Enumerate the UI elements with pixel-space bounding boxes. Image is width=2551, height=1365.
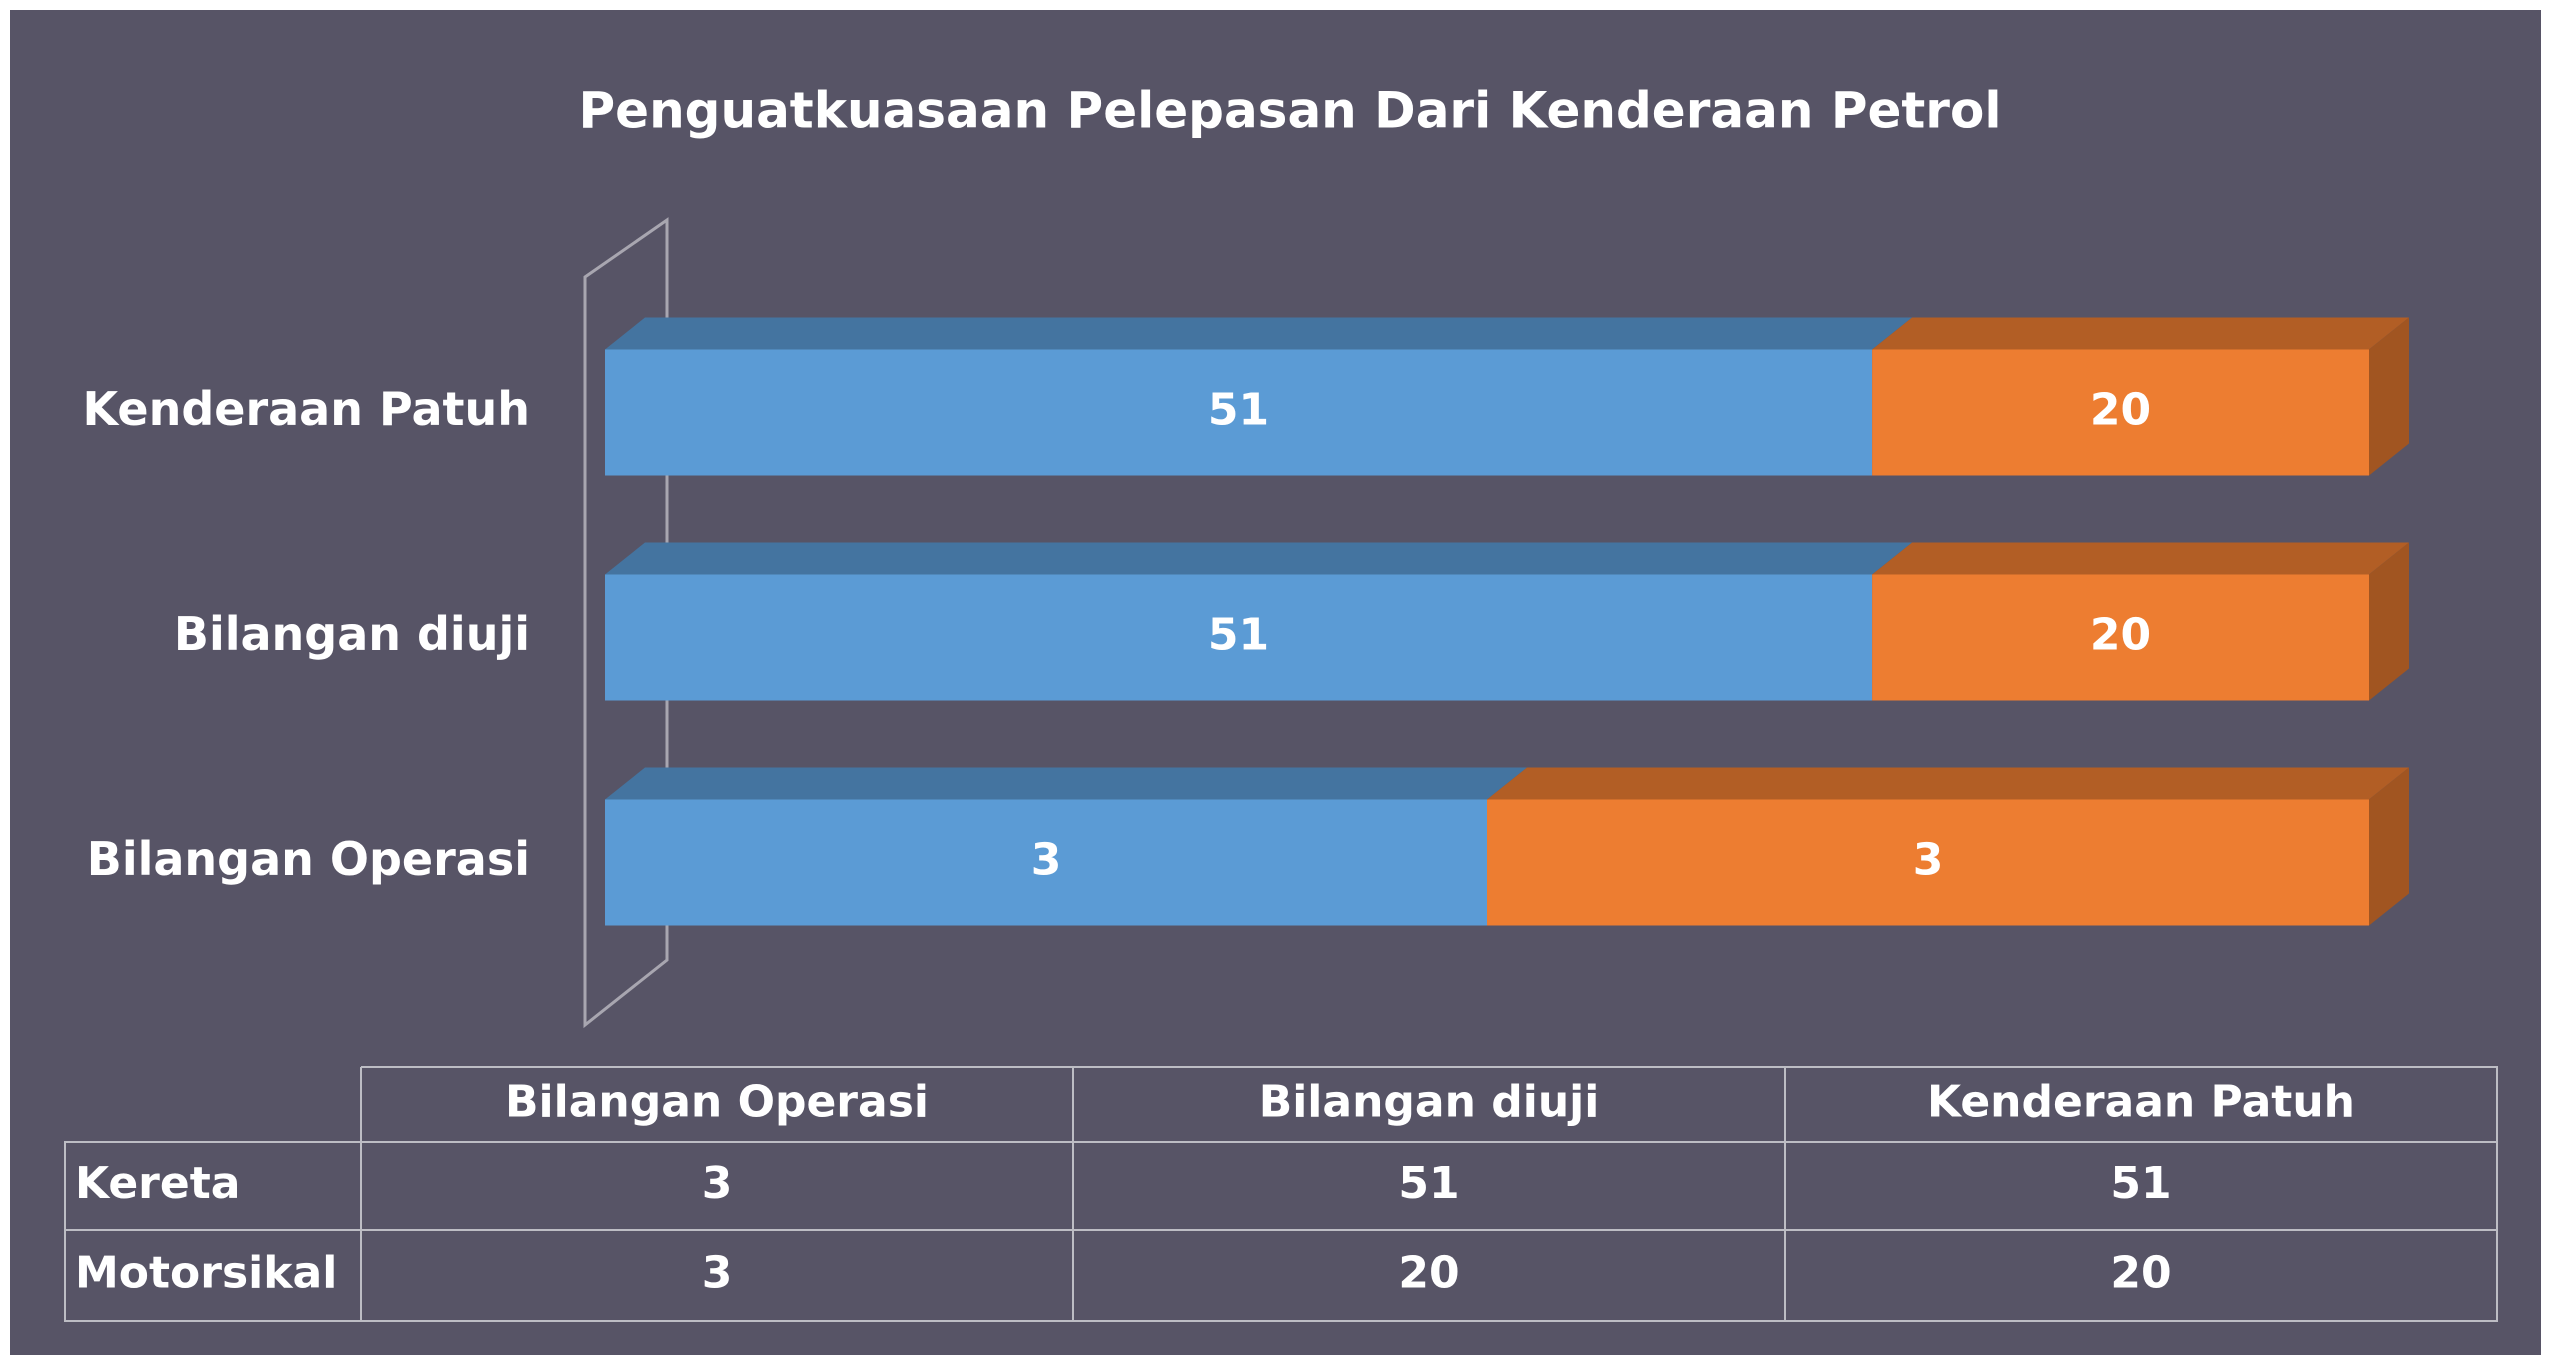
- bar: [605, 574, 1873, 701]
- bar-side: [2369, 542, 2409, 701]
- bar-side: [2369, 767, 2409, 926]
- bar-top: [1872, 317, 2409, 350]
- data-label: 3: [1913, 835, 1944, 886]
- table-header: Bilangan Operasi: [505, 1077, 929, 1128]
- bar-top: [1872, 542, 2409, 575]
- y-tick-label: Bilangan Operasi: [87, 832, 530, 886]
- bar: [1872, 349, 2369, 476]
- bar: [605, 349, 1873, 476]
- bar-side: [2369, 317, 2409, 476]
- bar-top: [1487, 767, 2409, 800]
- data-label: 20: [2090, 610, 2151, 661]
- bar-top: [605, 767, 1527, 800]
- y-tick-label: Bilangan diuji: [174, 607, 530, 661]
- table-cell: 51: [2110, 1158, 2171, 1209]
- table-cell: 3: [702, 1248, 733, 1299]
- legend-label: Motorsikal: [75, 1248, 337, 1299]
- data-label: 3: [1031, 835, 1062, 886]
- y-tick-label: Kenderaan Patuh: [83, 382, 530, 436]
- table-cell: 20: [2110, 1248, 2171, 1299]
- table-cell: 20: [1398, 1248, 1459, 1299]
- data-label: 51: [1208, 610, 1269, 661]
- bar: [1872, 574, 2369, 701]
- table-cell: 3: [702, 1158, 733, 1209]
- table-header: Bilangan diuji: [1259, 1077, 1600, 1128]
- bar-top: [605, 542, 1913, 575]
- bar: [1487, 799, 2369, 926]
- table-grid: [64, 1066, 2498, 1322]
- table-cell: 51: [1398, 1158, 1459, 1209]
- side-wall: [583, 217, 669, 1029]
- data-label: 20: [2090, 385, 2151, 436]
- table-header: Kenderaan Patuh: [1927, 1077, 2355, 1128]
- chart-title: Penguatkuasaan Pelepasan Dari Kenderaan …: [579, 82, 2002, 140]
- bar: [605, 799, 1487, 926]
- legend-label: Kereta: [75, 1158, 240, 1209]
- bar-top: [605, 317, 1913, 350]
- data-label: 51: [1208, 385, 1269, 436]
